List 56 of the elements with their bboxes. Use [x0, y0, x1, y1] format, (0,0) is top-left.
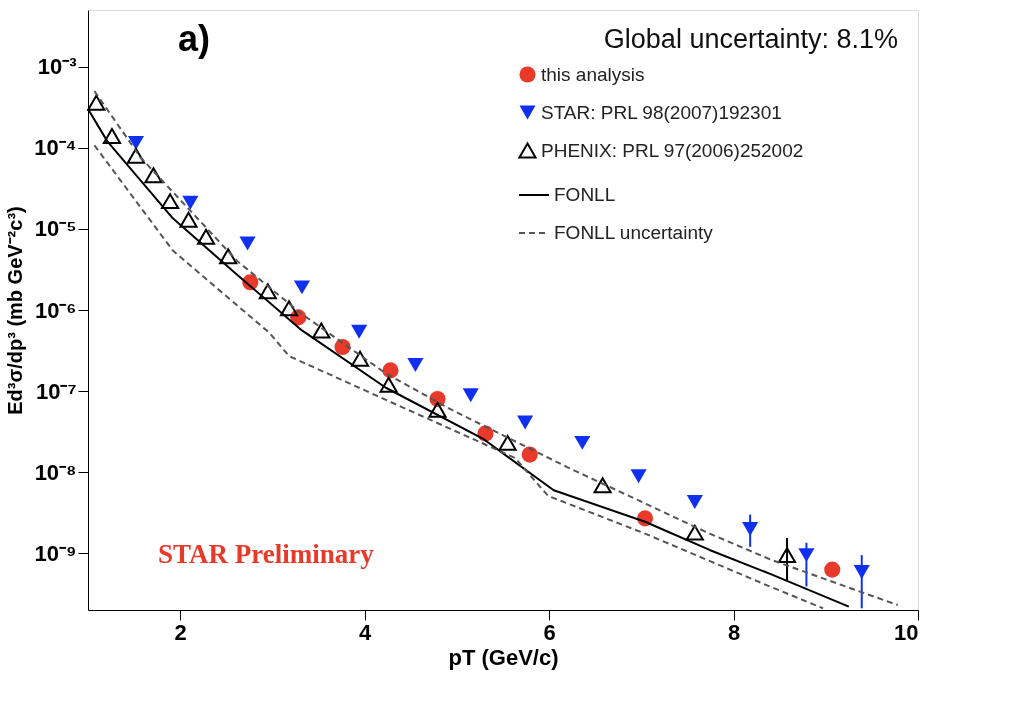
point [239, 236, 256, 251]
point [824, 561, 841, 578]
point [798, 548, 815, 563]
point [127, 135, 145, 150]
point [630, 469, 647, 484]
point [312, 322, 331, 339]
point [279, 300, 299, 317]
point [182, 195, 199, 210]
x-tick-label: 10 [894, 619, 919, 645]
point [853, 564, 870, 579]
point [777, 547, 797, 564]
point [407, 357, 424, 372]
point [219, 248, 238, 265]
point [521, 446, 538, 463]
annotation: a) [178, 18, 211, 59]
annotation: Global uncertainty: 8.1% [603, 24, 898, 54]
point [498, 434, 517, 451]
point [126, 147, 146, 164]
point [574, 435, 591, 450]
legend-label: this analysis [541, 63, 645, 85]
point [351, 324, 368, 339]
point [102, 127, 122, 144]
y-tick-label: 10⁻⁷ [35, 378, 77, 404]
point [462, 388, 479, 403]
point [258, 283, 277, 300]
y-tick-label: 10⁻⁵ [34, 216, 77, 242]
point [350, 350, 370, 367]
annotation: STAR Preliminary [158, 539, 375, 569]
legend-label: STAR: PRL 98(2007)192301 [541, 101, 782, 123]
point [517, 415, 534, 430]
y-tick-label: 10⁻⁹ [34, 540, 77, 566]
point [685, 524, 704, 541]
point [196, 228, 216, 245]
legend-label: FONLL [554, 184, 616, 205]
x-tick-label: 2 [174, 619, 187, 645]
y-axis-title: Ed³σ/dp³ (mb GeV⁻²c³) [4, 206, 27, 415]
point [742, 521, 759, 536]
point [428, 401, 447, 418]
point [379, 376, 398, 393]
x-tick-label: 6 [543, 619, 556, 645]
point [144, 167, 163, 184]
point [686, 494, 703, 509]
y-tick-label: 10⁻⁸ [34, 459, 77, 485]
legend-label: FONLL uncertainty [554, 222, 714, 243]
point [293, 280, 311, 295]
y-tick-label: 10⁻⁶ [34, 297, 77, 323]
point [87, 94, 106, 111]
x-tick-label: 4 [359, 619, 373, 645]
x-tick-label: 8 [727, 619, 741, 645]
x-axis-title: pT (GeV/c) [448, 644, 559, 670]
y-tick-label: 10⁻⁴ [34, 135, 77, 161]
y-tick-label: 10⁻³ [37, 54, 77, 80]
legend-label: PHENIX: PRL 97(2006)252002 [541, 139, 804, 161]
point [161, 193, 180, 210]
point [179, 211, 198, 228]
point [593, 477, 612, 494]
